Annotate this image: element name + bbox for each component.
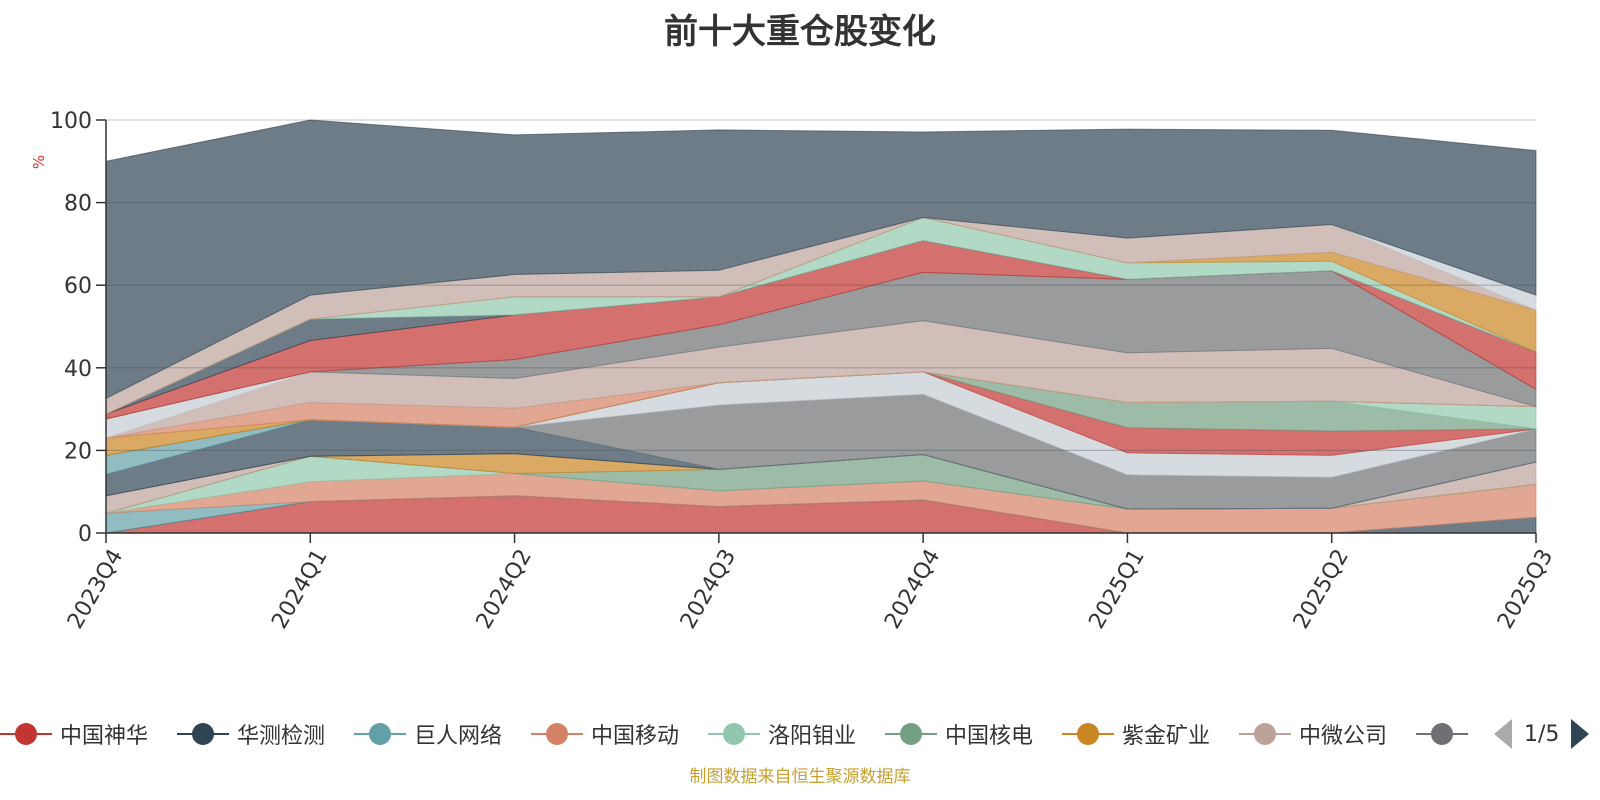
legend-prev-arrow-icon[interactable] [1494,719,1512,749]
y-tick-label: 100 [50,109,92,134]
y-tick-label: 20 [64,439,92,464]
legend-next-arrow-icon[interactable] [1571,719,1590,749]
legend-swatch-icon [1416,722,1468,746]
legend-item[interactable]: 中国神华 [0,708,148,760]
legend-swatch-dot [1254,723,1276,745]
legend-pager: 1/5 [1488,712,1600,756]
legend-swatch-dot [1077,723,1099,745]
area-series-group [105,119,1537,534]
x-tick-label: 2024Q4 [880,545,945,633]
y-tick-label: 0 [78,522,92,547]
legend-item[interactable] [1416,708,1476,760]
data-source-note: 制图数据来自恒生聚源数据库 [689,767,911,787]
legend-item[interactable]: 洛阳钼业 [708,708,856,760]
legend-swatch-icon [1062,722,1114,746]
legend-swatch-icon [354,722,406,746]
legend-page-indicator: 1/5 [1524,721,1560,747]
x-tick-label: 2025Q1 [1084,545,1149,633]
legend-swatch-dot [723,723,745,745]
legend-label: 中国移动 [591,724,680,749]
legend-swatch-dot [546,723,568,745]
legend-swatch-dot [369,723,391,745]
chart-title: 前十大重仓股变化 [664,12,936,52]
legend-label: 中微公司 [1299,724,1388,749]
legend-label: 中国神华 [60,724,149,749]
y-tick-label: 60 [64,274,92,299]
y-tick-label: 80 [64,192,92,217]
legend-swatch-dot [15,723,37,745]
legend-item[interactable]: 中国核电 [885,708,1033,760]
legend-item[interactable]: 中微公司 [1239,708,1387,760]
x-tick-label: 2023Q4 [63,545,128,633]
legend-swatch-icon [708,722,760,746]
legend-swatch-dot [900,723,922,745]
legend-swatch-icon [885,722,937,746]
legend-label: 中国核电 [945,724,1034,749]
legend: 中国神华 华测检测 巨人网络 中国移动 洛阳钼业 中国核电 紫金矿业 中微公司 [0,708,1600,760]
legend-item[interactable]: 中国移动 [531,708,679,760]
legend-label: 紫金矿业 [1122,724,1211,749]
x-tick-label: 2024Q2 [472,545,537,633]
area-chart: 0 20 40 60 80 100 2023Q4 2024Q1 2024Q2 2024Q3 2024… [30,109,1558,633]
x-tick-label: 2025Q2 [1289,545,1354,633]
legend-swatch-icon [177,722,229,746]
legend-item[interactable]: 巨人网络 [354,708,502,760]
legend-label: 洛阳钼业 [768,724,857,749]
legend-label: 华测检测 [237,724,326,749]
x-tick-label: 2025Q3 [1493,545,1558,633]
legend-item[interactable]: 华测检测 [177,708,325,760]
y-axis-unit-label: % [30,155,48,169]
legend-swatch-icon [531,722,583,746]
legend-swatch-icon [1239,722,1291,746]
legend-item[interactable]: 紫金矿业 [1062,708,1210,760]
legend-swatch-dot [192,723,214,745]
legend-swatch-dot [1431,723,1453,745]
y-tick-label: 40 [64,357,92,382]
area-series-27 [105,119,1537,400]
x-tick-label: 2024Q1 [267,545,332,633]
legend-label: 巨人网络 [414,724,503,749]
legend-swatch-icon [0,722,52,746]
x-tick-label: 2024Q3 [676,545,741,633]
